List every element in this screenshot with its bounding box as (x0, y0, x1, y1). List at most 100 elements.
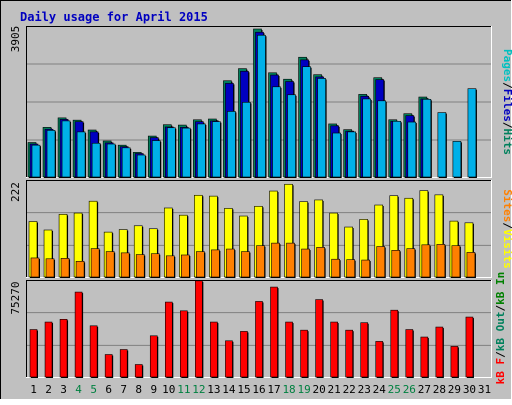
legend-kb-in: kB In (494, 272, 507, 305)
x-tick-label: 16 (252, 383, 265, 396)
bar-kbf (74, 291, 83, 378)
bar-kbf (435, 326, 444, 378)
bar-sites (421, 244, 431, 278)
legend-kbytes: kB F/kB Out/kB In (494, 272, 507, 385)
bar-kbf (29, 329, 38, 378)
bar-pages (257, 34, 266, 178)
bar-kbf (315, 299, 323, 378)
bar-pages (362, 98, 372, 178)
x-tick-label: 30 (463, 383, 476, 396)
bar-sites (226, 248, 235, 278)
bar-sites (150, 253, 160, 278)
bar-pages (182, 127, 191, 178)
bar-pages (31, 144, 41, 178)
bar-kbf (330, 321, 338, 378)
bar-pages (212, 121, 221, 178)
bar-kbf (390, 309, 399, 378)
x-tick-label: 28 (433, 383, 446, 396)
bar-sites (391, 250, 401, 278)
legend-visits: Visits (501, 229, 512, 269)
bar-sites (376, 246, 386, 278)
bar-kbf (180, 310, 188, 378)
bar-pages (227, 111, 236, 178)
legend-pages: Pages (501, 49, 512, 82)
x-tick-label: 29 (448, 383, 461, 396)
x-tick-label: 25 (388, 383, 401, 396)
legend-kb-f: kB F (494, 358, 507, 385)
chart-panels (26, 26, 492, 378)
bar-sites (120, 252, 130, 278)
bar-sites (105, 251, 115, 278)
bar-pages (392, 120, 402, 178)
bar-sites (75, 261, 85, 278)
x-tick-label: 5 (90, 383, 97, 396)
bar-sites (301, 248, 310, 278)
bar-sites (361, 259, 371, 278)
legend-sep: / (494, 304, 507, 311)
x-tick-label: 24 (373, 383, 387, 396)
bar-kbf (44, 321, 53, 378)
bar-sites (181, 254, 190, 278)
legend-sep: / (501, 82, 512, 89)
bar-kbf (89, 325, 98, 378)
x-tick-label: 7 (120, 383, 127, 396)
bar-sites (436, 244, 446, 278)
legend-files: Files (501, 89, 512, 122)
x-tick-label: 2 (45, 383, 52, 396)
bar-kbf (164, 301, 173, 378)
x-tick-label: 18 (282, 383, 295, 396)
bar-kbf (375, 341, 384, 378)
x-tick-label: 12 (192, 383, 205, 396)
bar-sites (241, 251, 250, 278)
bar-pages (76, 131, 86, 178)
bar-pages (287, 94, 296, 178)
bar-kbf (450, 346, 459, 378)
x-tick-label: 1 (30, 383, 37, 396)
legend-kb-out: kB Out (494, 311, 507, 351)
x-tick-label: 26 (403, 383, 416, 396)
bar-kbf (270, 286, 278, 378)
x-axis-labels: 1 2 3 4 5 6 7 8 9 10 11 12 13 14 15 16 17 18 19 20 21 22 23 24 2… (30, 383, 491, 396)
x-tick-label: 3 (60, 383, 67, 396)
bar-pages (452, 141, 462, 178)
bar-kbf (195, 280, 203, 378)
legend-sep: / (501, 222, 512, 229)
x-tick-label: 6 (105, 383, 112, 396)
x-tick-label: 4 (75, 383, 82, 396)
legend-line-3: kB F/kB Out/kB In (494, 272, 507, 385)
bar-pages (317, 78, 326, 178)
bar-kbf (210, 321, 218, 378)
bar-sites (286, 242, 295, 278)
bar-pages (136, 154, 146, 178)
x-tick-label: 14 (222, 383, 236, 396)
bar-pages (332, 132, 341, 178)
x-tick-label: 27 (418, 383, 431, 396)
ymax-label-hits: 3905 (9, 26, 22, 53)
bar-pages (407, 121, 417, 178)
bar-pages (467, 88, 477, 178)
bar-sites (316, 247, 325, 278)
x-tick-label: 15 (237, 383, 250, 396)
bar-kbf (119, 349, 128, 378)
bar-pages (377, 100, 387, 178)
bar-sites (451, 245, 461, 278)
legend-visits-sites: Sites/Visits (501, 189, 512, 269)
x-tick-label: 22 (343, 383, 356, 396)
bar-sites (346, 259, 355, 278)
bar-pages (106, 143, 116, 178)
bar-sites (211, 249, 220, 278)
bar-kbf (59, 319, 68, 378)
bar-pages (242, 102, 251, 178)
x-tick-label: 23 (358, 383, 371, 396)
bar-pages (91, 142, 101, 178)
ymax-label-kbytes: 75270 (9, 281, 22, 314)
legend-hits: Hits (501, 129, 512, 156)
bar-kbf (345, 329, 353, 378)
bar-kbf (240, 331, 248, 378)
x-tick-label: 13 (207, 383, 220, 396)
bar-pages (197, 123, 206, 178)
bar-kbf (134, 364, 143, 378)
ymax-label-visits: 222 (9, 182, 22, 202)
x-tick-label: 19 (297, 383, 310, 396)
